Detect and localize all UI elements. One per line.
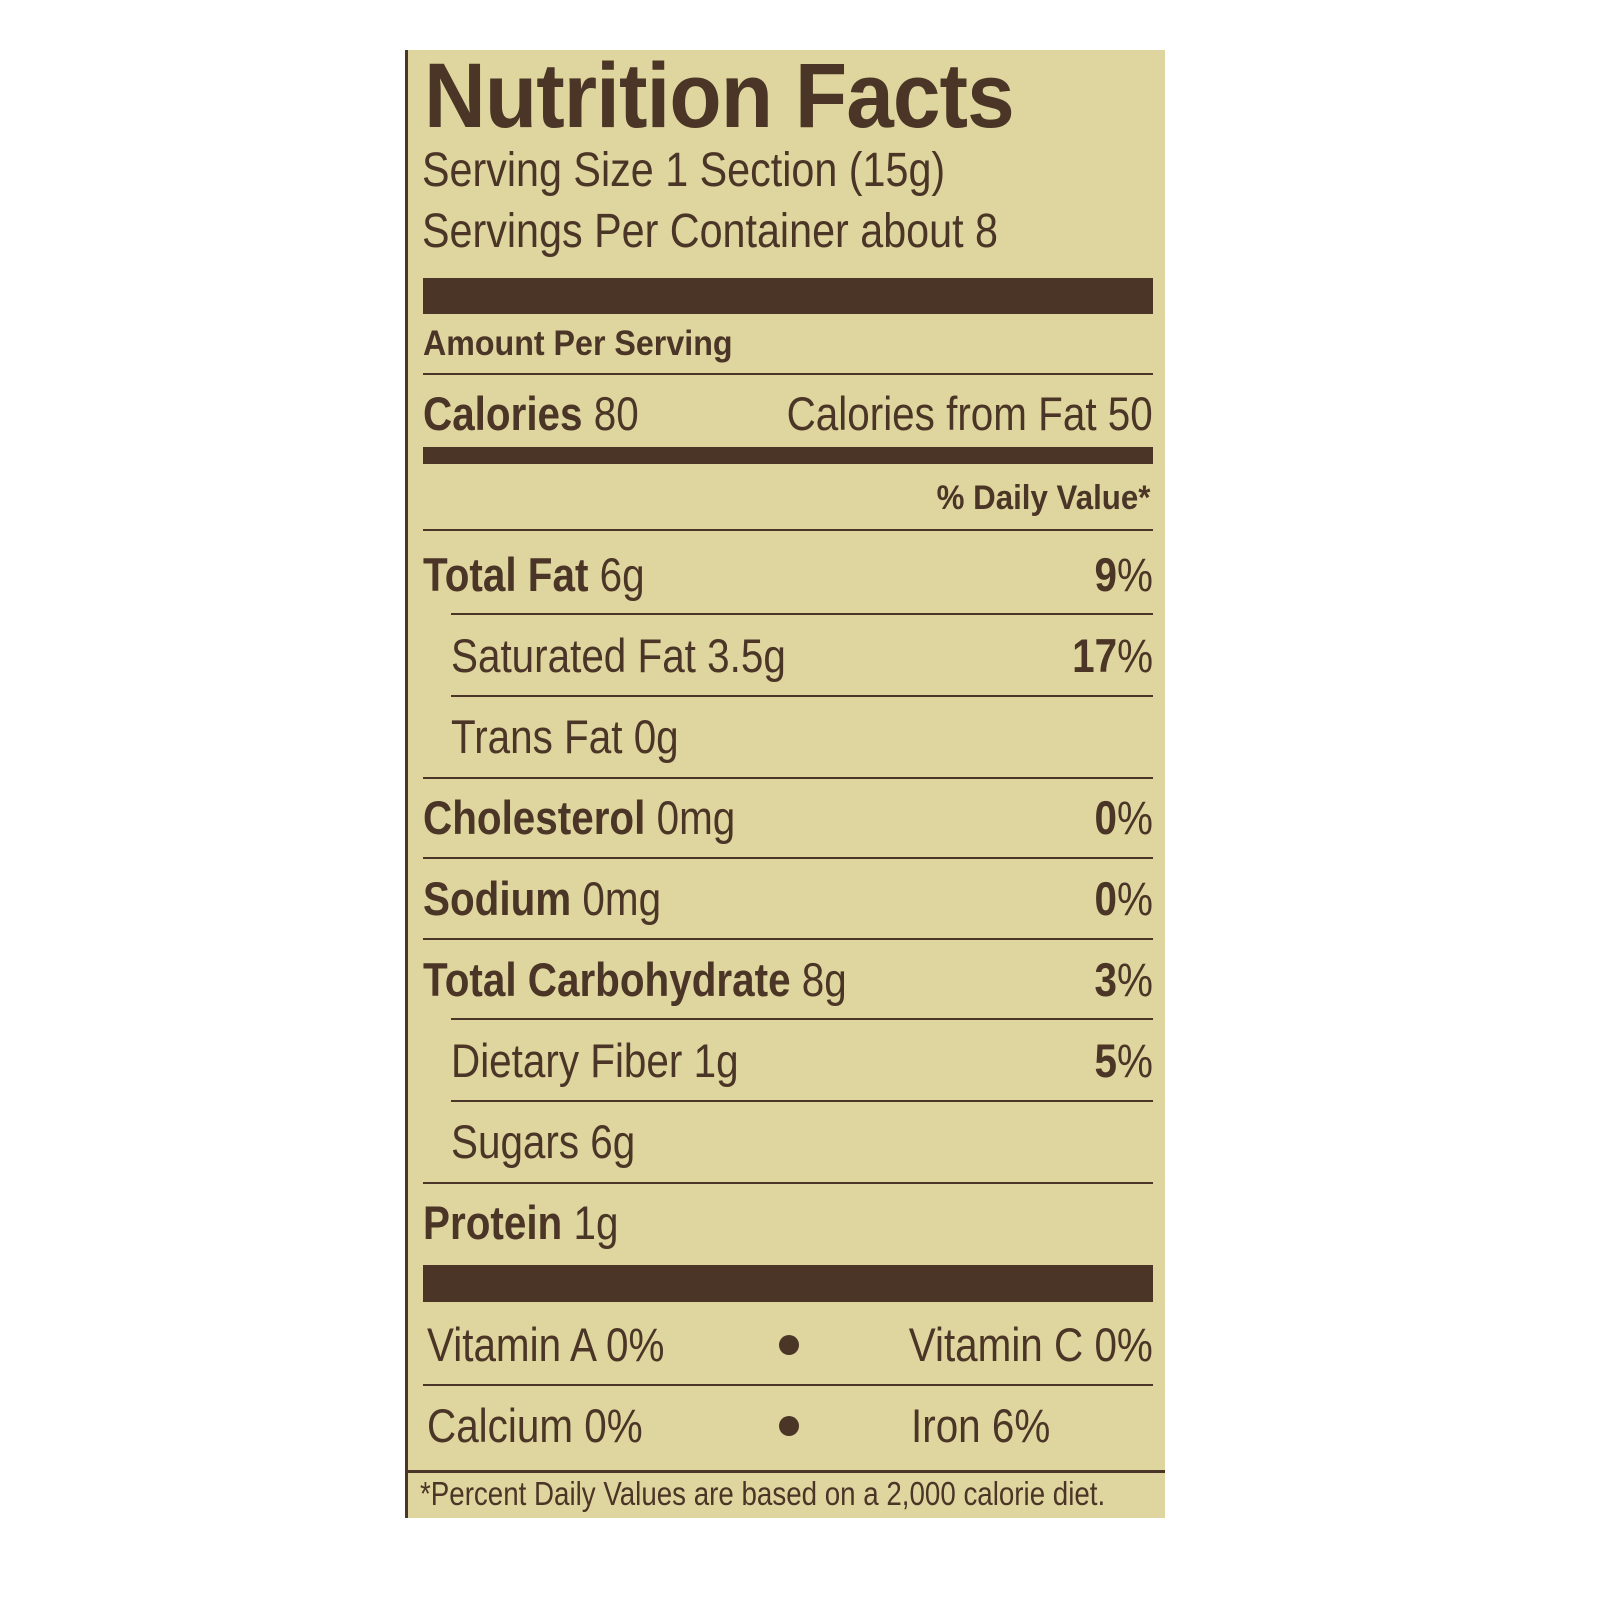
servings-per-container: Servings Per Container about 8 — [422, 205, 998, 258]
nutrient-amount: 8g — [801, 953, 847, 1006]
nutrient-row: Dietary Fiber 1g 5% — [423, 1031, 1153, 1091]
divider — [423, 529, 1153, 531]
nutrient-label: Sugars 6g — [451, 1112, 635, 1172]
percent-sign: % — [1117, 548, 1153, 601]
vitamin-a: Vitamin A 0% — [427, 1318, 665, 1371]
percent-sign: % — [1117, 953, 1153, 1006]
nutrient-row: Trans Fat 0g — [423, 707, 1153, 767]
nutrient-label: Saturated Fat 3.5g — [451, 626, 786, 686]
nutrient-amount: 0g — [633, 710, 679, 763]
nutrient-label: Cholesterol 0mg — [423, 788, 735, 848]
nutrient-name: Sodium — [423, 872, 572, 925]
percent-sign: % — [1117, 1034, 1153, 1087]
nutrient-name: Total Carbohydrate — [423, 953, 791, 1006]
medium-divider — [423, 447, 1153, 464]
nutrient-name: Dietary Fiber — [451, 1034, 683, 1087]
calories-label: Calories — [423, 387, 583, 440]
divider — [423, 1384, 1153, 1386]
nutrient-name: Total Fat — [423, 548, 589, 601]
amount-per-serving: Amount Per Serving — [423, 324, 733, 363]
calories-from-fat: Calories from Fat 50 — [786, 387, 1153, 440]
nutrient-amount: 6g — [599, 548, 645, 601]
percent-sign: % — [1117, 791, 1153, 844]
calories-row: Calories 80 Calories from Fat 50 — [423, 384, 1153, 444]
iron: Iron 6% — [911, 1399, 1051, 1452]
nutrition-facts-panel: Nutrition Facts Serving Size 1 Section (… — [405, 50, 1165, 1518]
nutrient-row: Total Carbohydrate 8g 3% — [423, 950, 1153, 1010]
divider — [423, 777, 1153, 779]
divider — [451, 613, 1153, 615]
nutrient-label: Dietary Fiber 1g — [451, 1031, 739, 1091]
daily-value-number: 5 — [1094, 1034, 1118, 1087]
nutrient-amount: 3.5g — [707, 629, 786, 682]
nutrient-label: Sodium 0mg — [423, 869, 661, 929]
bullet-icon — [779, 1416, 799, 1436]
divider — [423, 1182, 1153, 1184]
nutrient-row: Sugars 6g — [423, 1112, 1153, 1172]
daily-value-number: 0 — [1094, 791, 1118, 844]
nutrient-amount: 0mg — [582, 872, 662, 925]
nutrient-name: Trans Fat — [451, 710, 623, 763]
footnote: *Percent Daily Values are based on a 2,0… — [420, 1475, 1106, 1512]
daily-value-percent: 0% — [1095, 788, 1153, 848]
daily-value-header: % Daily Value* — [936, 479, 1150, 517]
nutrient-row: Saturated Fat 3.5g 17% — [423, 626, 1153, 686]
divider — [423, 373, 1153, 375]
nutrient-name: Saturated Fat — [451, 629, 696, 682]
nutrient-amount: 0mg — [656, 791, 736, 844]
vitamin-row-2: Calcium 0% Iron 6% — [423, 1396, 1153, 1456]
vitamin-c: Vitamin C 0% — [908, 1318, 1153, 1371]
nutrient-label: Total Carbohydrate 8g — [423, 950, 847, 1010]
divider — [451, 1100, 1153, 1102]
divider — [451, 1018, 1153, 1020]
percent-sign: % — [1117, 629, 1153, 682]
divider — [408, 1470, 1165, 1473]
daily-value-percent: 9% — [1095, 545, 1153, 605]
daily-value-percent: 5% — [1095, 1031, 1153, 1091]
nutrient-label: Trans Fat 0g — [451, 707, 679, 767]
nutrient-amount: 1g — [573, 1196, 619, 1249]
nutrient-row: Protein 1g — [423, 1193, 1153, 1253]
divider — [451, 695, 1153, 697]
calories-value: 80 — [593, 387, 639, 440]
daily-value-number: 0 — [1094, 872, 1118, 925]
nutrient-amount: 1g — [693, 1034, 739, 1087]
nutrient-name: Sugars — [451, 1115, 580, 1168]
nutrient-label: Total Fat 6g — [423, 545, 645, 605]
bullet-icon — [779, 1335, 799, 1355]
nutrient-row: Sodium 0mg 0% — [423, 869, 1153, 929]
calcium: Calcium 0% — [427, 1399, 643, 1452]
serving-size: Serving Size 1 Section (15g) — [422, 144, 946, 197]
daily-value-percent: 3% — [1095, 950, 1153, 1010]
daily-value-percent: 17% — [1072, 626, 1153, 686]
vitamin-row-1: Vitamin A 0% Vitamin C 0% — [423, 1315, 1153, 1375]
daily-value-number: 17 — [1072, 629, 1118, 682]
daily-value-number: 3 — [1094, 953, 1118, 1006]
daily-value-number: 9 — [1094, 548, 1118, 601]
nutrient-label: Protein 1g — [423, 1193, 618, 1253]
nutrient-name: Cholesterol — [423, 791, 646, 844]
percent-sign: % — [1117, 872, 1153, 925]
nutrient-row: Total Fat 6g 9% — [423, 545, 1153, 605]
daily-value-percent: 0% — [1095, 869, 1153, 929]
title: Nutrition Facts — [424, 45, 1015, 147]
nutrient-row: Cholesterol 0mg 0% — [423, 788, 1153, 848]
nutrient-amount: 6g — [590, 1115, 636, 1168]
thick-divider — [423, 1265, 1153, 1302]
thick-divider — [423, 278, 1153, 314]
divider — [423, 857, 1153, 859]
nutrient-name: Protein — [423, 1196, 563, 1249]
divider — [423, 938, 1153, 940]
